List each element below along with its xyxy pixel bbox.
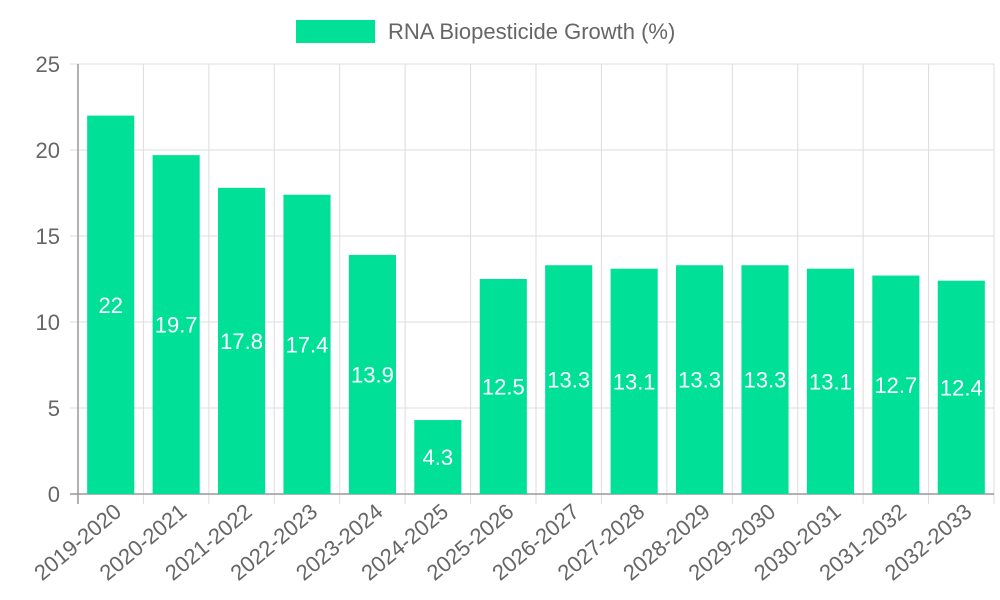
- bar[interactable]: [87, 115, 135, 494]
- y-tick-label: 0: [48, 482, 60, 507]
- bar-value-label: 12.4: [940, 375, 983, 400]
- bar[interactable]: [479, 279, 527, 494]
- y-tick-label: 5: [48, 396, 60, 421]
- bar-value-label: 12.5: [482, 375, 525, 400]
- bar[interactable]: [414, 420, 462, 494]
- bar-value-label: 13.3: [744, 368, 787, 393]
- bar-value-label: 19.7: [155, 313, 198, 338]
- y-tick-label: 20: [36, 138, 60, 163]
- bar-value-label: 13.9: [351, 362, 394, 387]
- legend-swatch[interactable]: [296, 20, 375, 43]
- legend[interactable]: RNA Biopesticide Growth (%): [296, 19, 675, 44]
- bar[interactable]: [348, 254, 396, 494]
- grid: [77, 63, 995, 504]
- bar-value-label: 13.1: [613, 369, 656, 394]
- bar[interactable]: [937, 280, 985, 494]
- bars: 22 19.7 17.8 17.4 13.9 4.3 12.5 13.3 13.1 13.3 13.…: [87, 115, 985, 494]
- bar[interactable]: [741, 265, 789, 494]
- bar-value-label: 13.1: [809, 369, 852, 394]
- bar[interactable]: [218, 187, 266, 494]
- bar-value-label: 17.8: [220, 329, 263, 354]
- bar[interactable]: [610, 268, 658, 494]
- bar[interactable]: [283, 194, 331, 494]
- bar[interactable]: [152, 155, 200, 494]
- y-tick-label: 10: [36, 310, 60, 335]
- bar[interactable]: [872, 275, 920, 494]
- bar[interactable]: [545, 265, 593, 494]
- bar[interactable]: [676, 265, 724, 494]
- bar-value-label: 13.3: [547, 368, 590, 393]
- bar-value-label: 12.7: [874, 373, 917, 398]
- legend-label[interactable]: RNA Biopesticide Growth (%): [388, 19, 675, 44]
- bar-value-label: 17.4: [286, 332, 329, 357]
- bar-value-label: 22: [98, 293, 122, 318]
- y-tick-label: 25: [36, 52, 60, 77]
- bar-value-label: 4.3: [423, 445, 454, 470]
- bar[interactable]: [806, 268, 854, 494]
- bar-value-label: 13.3: [678, 368, 721, 393]
- y-tick-label: 15: [36, 224, 60, 249]
